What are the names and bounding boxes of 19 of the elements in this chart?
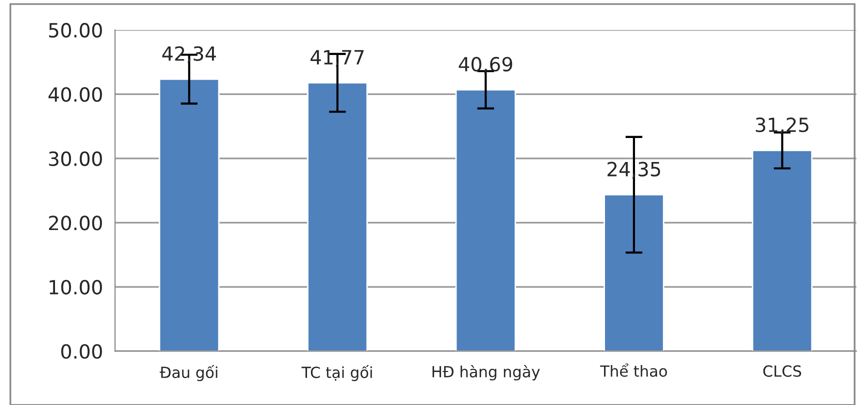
y-tick-label: 50.00	[49, 22, 102, 38]
y-tick-label: 10.00	[50, 280, 102, 295]
data-label: 40,69	[458, 56, 512, 74]
bar	[604, 194, 664, 352]
bar	[307, 82, 368, 352]
data-label: 31,25	[756, 117, 808, 134]
x-tick-label: Thể thao	[600, 363, 667, 377]
y-tick-label: 30.00	[49, 151, 102, 166]
y-tick-label: 40.00	[48, 87, 102, 102]
bar	[158, 78, 220, 352]
x-tick-label: HĐ hàng ngày	[432, 365, 540, 380]
bar	[455, 89, 516, 352]
y-tick-label: 20.00	[49, 216, 102, 230]
x-tick-label: TC tại gối	[302, 365, 372, 382]
y-tick-label: 0.00	[61, 344, 102, 359]
data-label: 42,34	[162, 46, 216, 63]
x-tick-label: CLCS	[763, 365, 802, 377]
x-tick-label: Đau gối	[160, 365, 218, 382]
bar	[752, 150, 813, 352]
